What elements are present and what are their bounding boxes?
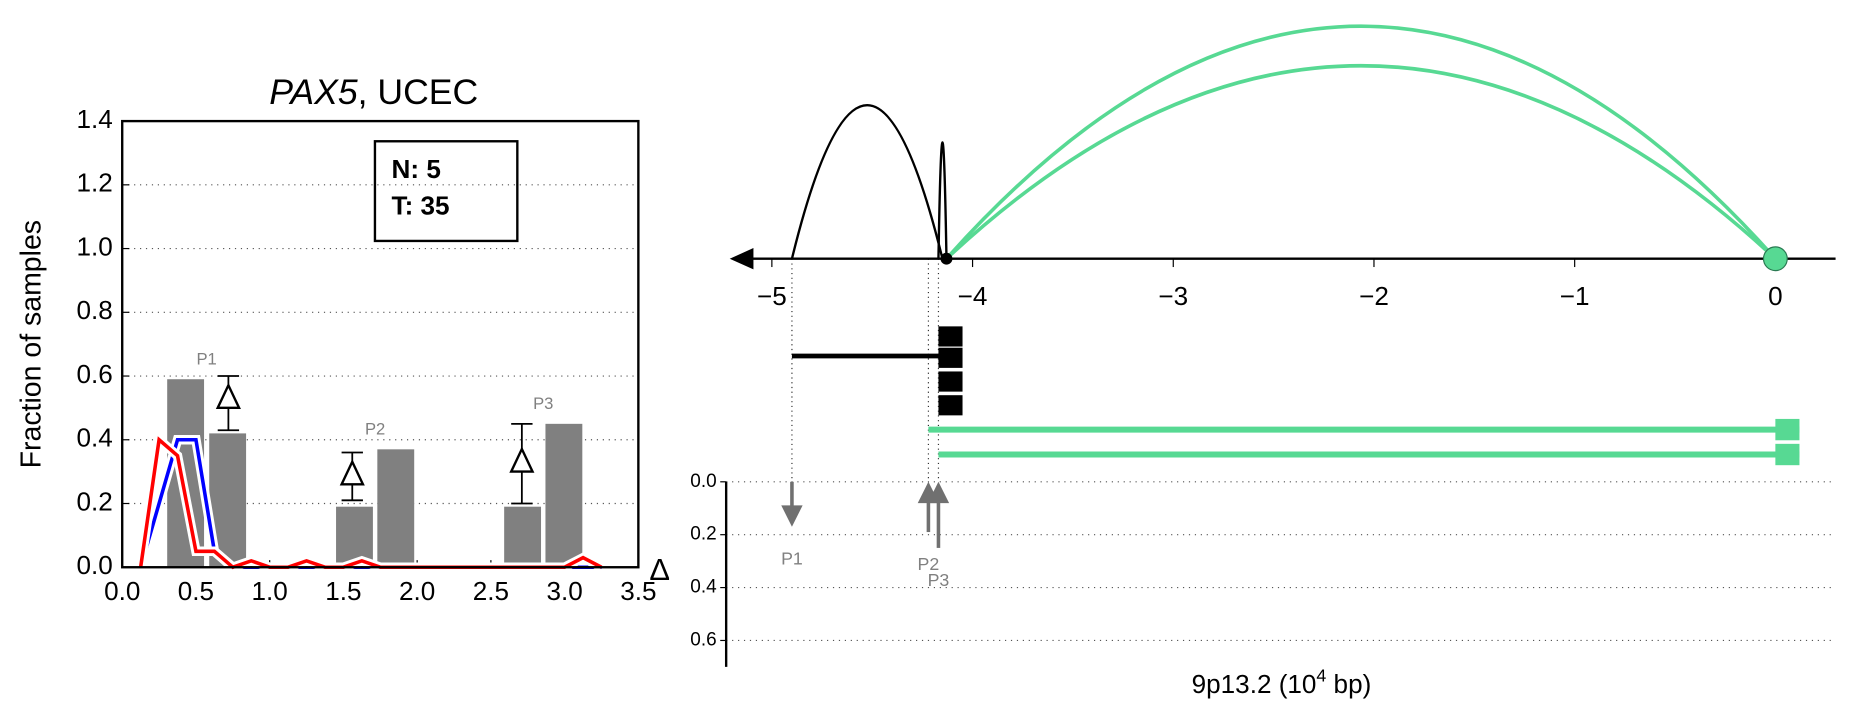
bar bbox=[504, 506, 542, 568]
y-tick-label: 0.6 bbox=[76, 359, 112, 389]
x-tick-label: −2 bbox=[1359, 281, 1389, 311]
arrow-head bbox=[781, 505, 803, 527]
x-tick-label: 2.5 bbox=[473, 576, 509, 606]
annotation-box bbox=[373, 140, 519, 243]
x-tick-label: 3.5 bbox=[620, 576, 656, 606]
delta-marker bbox=[339, 458, 365, 486]
title-rest: , UCEC bbox=[358, 72, 479, 112]
delta-marker bbox=[215, 382, 241, 410]
exon bbox=[1775, 443, 1800, 466]
y-tick-label: 0.0 bbox=[690, 471, 716, 492]
x-tick-label: 1.5 bbox=[325, 576, 361, 606]
delta-marker bbox=[509, 446, 535, 473]
y-tick-label: 0.2 bbox=[690, 524, 716, 545]
bar bbox=[545, 423, 583, 568]
peak-label: P1 bbox=[196, 350, 216, 369]
y-tick-label: 0.8 bbox=[76, 295, 112, 325]
x-tick-label: −5 bbox=[757, 281, 787, 311]
y-tick-label: 1.2 bbox=[76, 168, 112, 198]
x-label-main: 9p13.2 (10 bbox=[1192, 669, 1317, 699]
y-tick-label: 0.6 bbox=[690, 629, 716, 650]
peak-label: P2 bbox=[365, 420, 385, 439]
x-tick-label: −1 bbox=[1560, 281, 1590, 311]
bar bbox=[336, 506, 373, 568]
y-tick-label: 0.0 bbox=[76, 550, 112, 580]
exon bbox=[1775, 418, 1800, 441]
anchor-point bbox=[940, 252, 953, 265]
y-tick-label: 0.4 bbox=[690, 577, 716, 598]
arrow-head bbox=[927, 481, 950, 504]
axis-arrow bbox=[729, 248, 754, 270]
loop-arc bbox=[937, 141, 948, 259]
y-tick-label: 1.4 bbox=[76, 104, 112, 134]
annotation-t: T: 35 bbox=[392, 191, 450, 221]
arrow-label: P1 bbox=[781, 549, 803, 569]
x-axis-label: 9p13.2 (104 bp) bbox=[1192, 665, 1372, 699]
loop-arc bbox=[790, 104, 944, 260]
peak-label: P3 bbox=[533, 394, 553, 413]
y-axis-label: Fraction of samples bbox=[16, 220, 48, 468]
x-tick-label: 0.0 bbox=[104, 576, 140, 606]
exon bbox=[938, 395, 963, 416]
x-tick-label: −3 bbox=[1158, 281, 1188, 311]
exon bbox=[938, 347, 963, 368]
loop-arc bbox=[945, 24, 1777, 260]
y-tick-label: 0.4 bbox=[76, 423, 112, 453]
x-label-unit: bp) bbox=[1326, 669, 1371, 699]
x-tick-label: 0 bbox=[1768, 281, 1783, 311]
x-tick-label: 3.0 bbox=[546, 576, 582, 606]
x-label-exp: 4 bbox=[1316, 665, 1326, 685]
axes-frame bbox=[121, 119, 640, 569]
x-tick-label: 0.5 bbox=[178, 576, 214, 606]
viewpoint bbox=[1762, 246, 1788, 272]
x-tick-label: 1.0 bbox=[252, 576, 288, 606]
title-gene: PAX5 bbox=[269, 72, 358, 112]
y-axis-label: Δ bbox=[649, 552, 670, 587]
chart-title: PAX5, UCEC bbox=[269, 72, 478, 112]
exon bbox=[938, 371, 963, 392]
y-tick-label: 1.0 bbox=[76, 231, 112, 261]
bar bbox=[377, 449, 415, 568]
exon bbox=[938, 326, 963, 347]
x-tick-label: 2.0 bbox=[399, 576, 435, 606]
loop-arc bbox=[945, 64, 1777, 261]
arrow-label: P2 bbox=[918, 554, 940, 574]
arrow-label: P3 bbox=[928, 570, 950, 590]
x-tick-label: −4 bbox=[958, 281, 988, 311]
y-tick-label: 0.2 bbox=[76, 486, 112, 516]
annotation-n: N: 5 bbox=[392, 154, 441, 184]
